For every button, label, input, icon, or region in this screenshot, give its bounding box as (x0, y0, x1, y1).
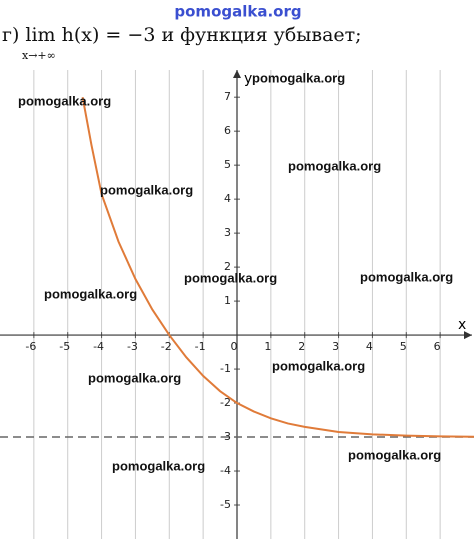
curve (81, 97, 474, 438)
x-tick-label: 2 (298, 340, 305, 353)
site-label: pomogalka.org (174, 3, 301, 21)
x-tick-label: 3 (332, 340, 339, 353)
y-tick-label: 4 (224, 192, 231, 205)
y-tick-label: 1 (224, 294, 231, 307)
watermark: pomogalka.org (348, 447, 441, 462)
watermark: pomogalka.org (252, 70, 345, 85)
watermark: pomogalka.org (88, 370, 181, 385)
y-tick-label: 6 (224, 124, 231, 137)
y-axis-label: y (244, 71, 252, 87)
watermark: pomogalka.org (100, 182, 193, 197)
x-tick-label: -6 (25, 340, 36, 353)
y-tick-label: 2 (224, 260, 231, 273)
x-tick-label: -2 (161, 340, 172, 353)
x-tick-label: 1 (264, 340, 271, 353)
header-text: г) lim h(x) = −3 и функция убывает; (2, 24, 362, 46)
x-tick-label: -4 (93, 340, 104, 353)
y-tick-label: 7 (224, 90, 231, 103)
y-tick-label: -4 (220, 464, 231, 477)
x-tick-label: 6 (434, 340, 441, 353)
x-tick-label: 4 (366, 340, 373, 353)
x-axis-label: x (458, 317, 466, 333)
watermark: pomogalka.org (184, 270, 277, 285)
x-tick-label: 5 (400, 340, 407, 353)
watermark: pomogalka.org (112, 458, 205, 473)
y-arrow (233, 70, 241, 78)
watermark: pomogalka.org (288, 158, 381, 173)
watermark: pomogalka.org (360, 269, 453, 284)
x-arrow (464, 331, 472, 340)
x-tick-label: -1 (195, 340, 206, 353)
x-tick-label: -3 (127, 340, 138, 353)
x-tick-label: 0 (231, 340, 238, 353)
y-tick-label: 3 (224, 226, 231, 239)
watermark: pomogalka.org (18, 93, 111, 108)
y-tick-label: -5 (220, 498, 231, 511)
y-tick-label: -2 (220, 396, 231, 409)
y-tick-label: 5 (224, 158, 231, 171)
watermark: pomogalka.org (44, 286, 137, 301)
y-tick-label: -1 (220, 362, 231, 375)
limit-subscript: x→+∞ (22, 49, 56, 62)
watermark: pomogalka.org (272, 358, 365, 373)
x-tick-label: -5 (59, 340, 70, 353)
